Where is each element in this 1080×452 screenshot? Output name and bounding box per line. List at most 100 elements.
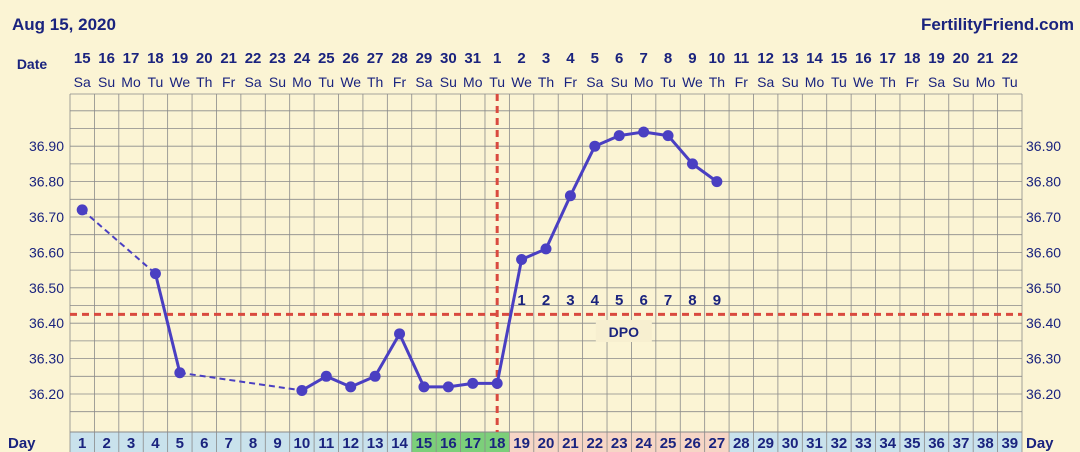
day-cell — [167, 432, 193, 452]
day-cell — [899, 432, 925, 452]
weekday-label: Tu — [1002, 74, 1018, 90]
date-label: 21 — [220, 50, 237, 67]
day-number-label: 10 — [294, 435, 311, 452]
dpo-number-label: 1 — [517, 292, 525, 309]
day-row-label-right: Day — [1026, 435, 1054, 452]
weekday-label: Mo — [634, 74, 654, 90]
temp-line-segment — [569, 145, 597, 197]
temp-point[interactable] — [76, 204, 88, 216]
day-number-label: 28 — [733, 435, 750, 452]
day-number-label: 33 — [855, 435, 872, 452]
day-cell — [143, 432, 168, 452]
temp-point[interactable] — [149, 268, 161, 280]
date-label: 24 — [294, 50, 311, 67]
day-cell — [240, 432, 266, 452]
ytick-label-left: 36.60 — [29, 244, 64, 260]
day-number-label: 20 — [538, 435, 555, 452]
weekday-label: Sa — [757, 74, 774, 90]
day-cell — [680, 432, 705, 452]
temp-point[interactable] — [613, 130, 625, 142]
temp-point[interactable] — [320, 370, 332, 382]
weekday-label: Su — [269, 74, 286, 90]
day-cell — [948, 432, 974, 452]
date-label: 22 — [245, 50, 262, 67]
temp-point[interactable] — [662, 130, 674, 142]
day-cell — [533, 432, 559, 452]
weekday-label: Fr — [222, 74, 236, 90]
weekday-label: Th — [367, 74, 383, 90]
ytick-label-right: 36.50 — [1026, 280, 1061, 296]
weekday-label: Tu — [318, 74, 334, 90]
temp-point[interactable] — [491, 377, 503, 389]
date-label: 22 — [1001, 50, 1018, 67]
day-number-label: 3 — [127, 435, 135, 452]
weekday-label: Su — [952, 74, 969, 90]
day-cell — [607, 432, 632, 452]
day-number-label: 24 — [635, 435, 652, 452]
weekday-label: Sa — [928, 74, 945, 90]
weekday-label: Su — [611, 74, 628, 90]
weekday-label: Mo — [121, 74, 141, 90]
weekday-label: Fr — [564, 74, 578, 90]
weekday-label: Mo — [463, 74, 483, 90]
weekday-label: Mo — [976, 74, 996, 90]
temp-point[interactable] — [516, 253, 528, 265]
day-number-label: 29 — [757, 435, 774, 452]
temp-point[interactable] — [638, 126, 650, 138]
day-number-label: 23 — [611, 435, 628, 452]
day-number-label: 35 — [904, 435, 921, 452]
date-label: 14 — [806, 50, 823, 67]
temp-point[interactable] — [711, 176, 723, 188]
day-number-label: 37 — [953, 435, 970, 452]
temp-point[interactable] — [296, 384, 308, 396]
date-label: 5 — [591, 50, 599, 67]
day-number-label: 5 — [176, 435, 184, 452]
temp-point[interactable] — [540, 243, 552, 255]
day-number-label: 31 — [806, 435, 823, 452]
date-label: 30 — [440, 50, 457, 67]
temp-point[interactable] — [369, 370, 381, 382]
date-row-label: Date — [17, 56, 48, 72]
date-label: 12 — [757, 50, 774, 67]
temp-point[interactable] — [564, 190, 576, 202]
weekday-label: Fr — [735, 74, 749, 90]
day-cell — [509, 432, 534, 452]
day-row-label-left: Day — [8, 435, 36, 452]
day-number-label: 13 — [367, 435, 384, 452]
temp-point[interactable] — [589, 140, 601, 152]
temp-line-segment — [544, 195, 572, 250]
day-cell — [851, 432, 876, 452]
temp-point[interactable] — [394, 328, 406, 340]
date-label: 7 — [639, 50, 647, 67]
date-label: 19 — [928, 50, 945, 67]
temp-point[interactable] — [418, 381, 430, 393]
dpo-number-label: 3 — [566, 292, 574, 309]
ytick-label-left: 36.80 — [29, 174, 64, 190]
day-number-label: 16 — [440, 435, 457, 452]
temp-point[interactable] — [345, 381, 357, 393]
date-label: 29 — [416, 50, 433, 67]
weekday-label: We — [511, 74, 532, 90]
day-cell — [704, 432, 730, 452]
temp-point[interactable] — [174, 367, 186, 379]
date-label: 10 — [709, 50, 726, 67]
day-number-label: 21 — [562, 435, 579, 452]
day-cell — [362, 432, 388, 452]
date-label: 15 — [74, 50, 91, 67]
day-cell — [436, 432, 461, 452]
date-label: 16 — [855, 50, 872, 67]
temp-point[interactable] — [442, 381, 454, 393]
date-label: 16 — [98, 50, 115, 67]
temp-point[interactable] — [467, 377, 479, 389]
weekday-label: Sa — [415, 74, 432, 90]
temp-point[interactable] — [686, 158, 698, 170]
brand-logo-text[interactable]: FertilityFriend.com — [920, 15, 1074, 34]
day-cell — [460, 432, 485, 452]
temp-line-dashed-segment — [179, 371, 303, 392]
day-number-label: 14 — [391, 435, 408, 452]
weekday-label: Th — [538, 74, 554, 90]
date-label: 23 — [269, 50, 286, 67]
date-label: 9 — [688, 50, 696, 67]
ytick-label-left: 36.20 — [29, 386, 64, 402]
